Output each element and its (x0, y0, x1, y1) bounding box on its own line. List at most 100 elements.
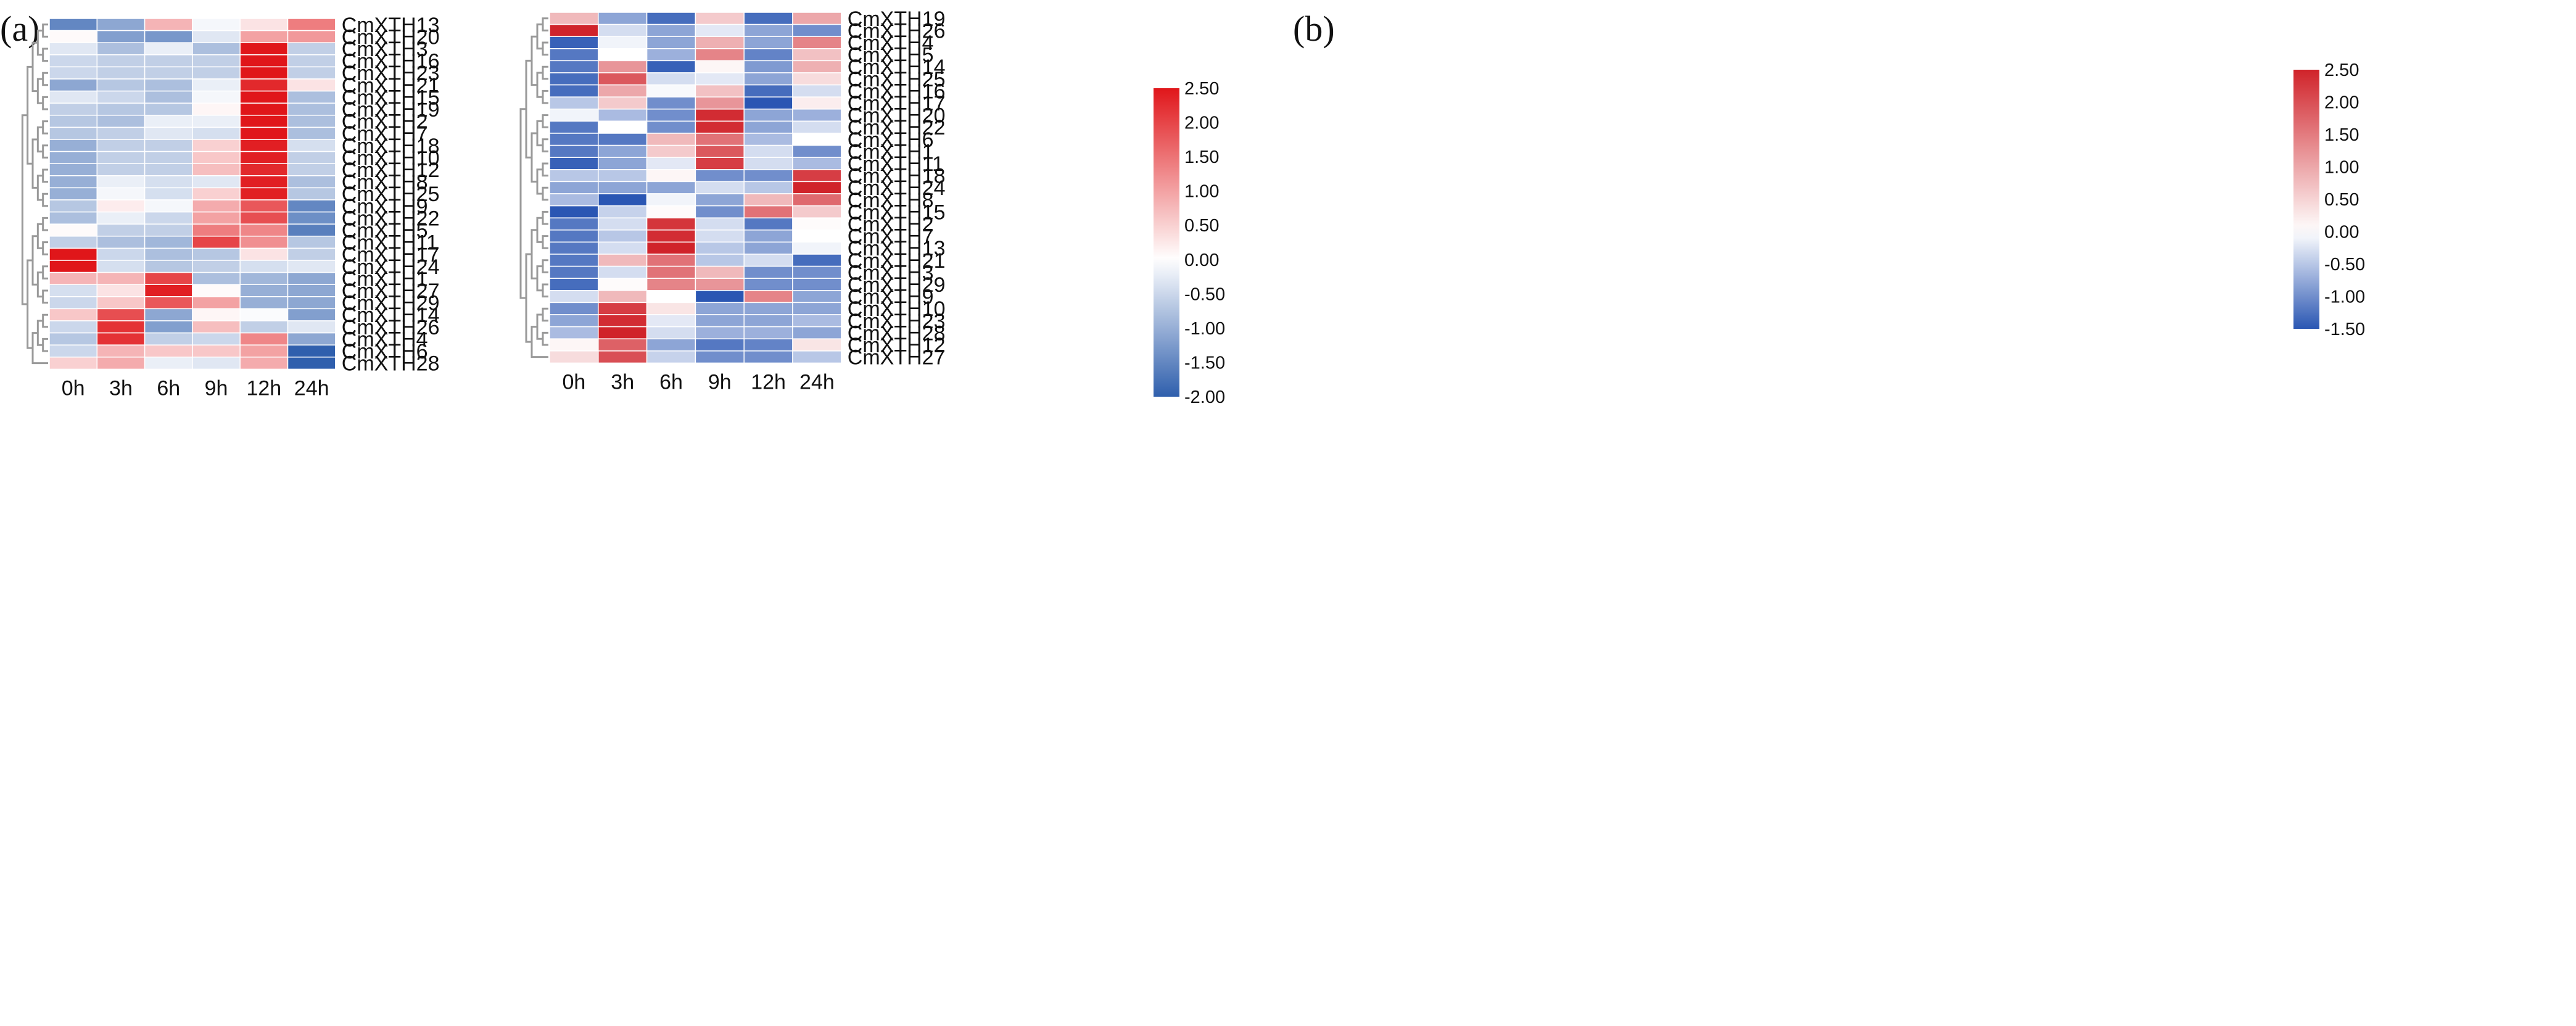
heatmap-cell (96, 187, 146, 201)
heatmap-cell (287, 199, 336, 213)
heatmap-cell (695, 278, 745, 291)
heatmap-cell (792, 48, 842, 62)
heatmap-cell (646, 84, 696, 97)
color-scale-bar (1154, 88, 1179, 397)
heatmap-cell (287, 247, 336, 261)
heatmap-cell (549, 12, 599, 25)
heatmap-cell (598, 96, 648, 110)
heatmap-cell (192, 126, 241, 140)
row-label: CmXTH7 (848, 225, 934, 249)
heatmap-cell (646, 350, 696, 364)
dendrogram-branch (542, 259, 548, 273)
column-label: 6h (659, 370, 683, 394)
heatmap-cell (792, 144, 842, 158)
row-label: CmXTH28 (342, 352, 440, 376)
heatmap-cell (646, 36, 696, 49)
dendrogram-branch (42, 120, 48, 134)
heatmap-cell (239, 163, 289, 176)
heatmap-cell (792, 217, 842, 231)
heatmap-cell (646, 290, 696, 304)
column-label: 12h (751, 370, 786, 394)
heatmap-cell (646, 157, 696, 170)
heatmap-cell (743, 314, 793, 328)
heatmap-cell (96, 271, 146, 285)
heatmap-cell (192, 236, 241, 249)
heatmap-cell (549, 109, 599, 122)
heatmap-cell (239, 151, 289, 164)
heatmap-cell (192, 18, 241, 31)
dendrogram-branch (42, 168, 48, 183)
heatmap-cell (695, 205, 745, 218)
heatmap-cell (549, 181, 599, 194)
row-dendrogram-a (21, 23, 48, 365)
heatmap-cell (96, 344, 146, 358)
column-label: 24h (799, 370, 835, 394)
heatmap-cell (646, 265, 696, 279)
heatmap-cell (792, 338, 842, 352)
heatmap-cell (144, 223, 193, 237)
row-label: CmXTH6 (848, 128, 934, 152)
heatmap-cell (695, 302, 745, 315)
heatmap-cell (695, 241, 745, 255)
dendrogram-branch (27, 259, 33, 349)
row-label: CmXTH23 (342, 62, 440, 85)
row-label: CmXTH21 (342, 74, 440, 97)
heatmap-cell (49, 308, 98, 321)
heatmap-cell (646, 169, 696, 183)
heatmap-cell (646, 120, 696, 134)
heatmap-cell (239, 42, 289, 56)
color-scale-tick-label: -1.00 (1184, 319, 1225, 339)
heatmap-cell (144, 151, 193, 164)
heatmap-cell (96, 18, 146, 31)
heatmap-cell (598, 36, 648, 49)
row-label: CmXTH28 (848, 321, 946, 345)
heatmap-cell (239, 199, 289, 213)
dendrogram-branch (519, 108, 526, 299)
row-label: CmXTH11 (342, 231, 438, 255)
heatmap-cell (144, 139, 193, 152)
heatmap-cell (695, 109, 745, 122)
heatmap-cell (549, 60, 599, 73)
heatmap-cell (192, 42, 241, 56)
heatmap-cell (792, 265, 842, 279)
heatmap-cell (144, 54, 193, 68)
heatmap-cell (192, 332, 241, 345)
panel-label-b: (b) (1293, 9, 1335, 49)
heatmap-cell (549, 72, 599, 86)
row-label: CmXTH15 (342, 86, 440, 109)
heatmap-cell (743, 302, 793, 315)
column-label: 6h (157, 376, 180, 400)
heatmap-cell (743, 96, 793, 110)
row-label: CmXTH17 (342, 243, 440, 267)
heatmap-cell (743, 230, 793, 243)
heatmap-cell (792, 314, 842, 328)
heatmap-cell (549, 338, 599, 352)
dendrogram-branch (42, 265, 48, 279)
heatmap-cell (695, 120, 745, 134)
dendrogram-branch (530, 326, 548, 358)
dendrogram-branch (542, 162, 548, 177)
heatmap-cell (646, 205, 696, 218)
row-label: CmXTH1 (342, 267, 428, 291)
heatmap-cell (49, 247, 98, 261)
heatmap-cell (96, 357, 146, 370)
color-scale-tick-label: 1.50 (2324, 125, 2359, 145)
heatmap-cell (743, 181, 793, 194)
dendrogram-branch (542, 65, 548, 80)
heatmap-cell (287, 308, 336, 321)
heatmap-cell (695, 144, 745, 158)
heatmap-cell (49, 102, 98, 116)
dendrogram-branch (21, 114, 28, 305)
heatmap-cell (239, 187, 289, 201)
heatmap-cell (239, 54, 289, 68)
heatmap-cell (695, 314, 745, 328)
color-scale-tick-label: 0.00 (2324, 223, 2359, 242)
heatmap-cell (695, 181, 745, 194)
heatmap-cell (549, 84, 599, 97)
heatmap-cell (96, 90, 146, 104)
row-label: CmXTH12 (848, 334, 946, 357)
heatmap-cell (49, 187, 98, 201)
heatmap-cell (192, 320, 241, 334)
heatmap-cell (646, 133, 696, 146)
